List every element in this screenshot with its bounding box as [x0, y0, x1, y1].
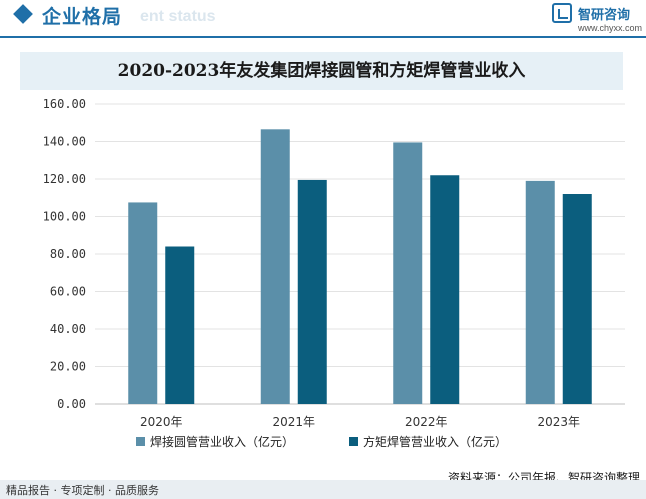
section-subtitle: ent status: [140, 8, 216, 25]
y-tick-label: 60.00: [50, 285, 86, 299]
chart-title: 2020-2023年友发集团焊接圆管和方矩焊管营业收入: [117, 61, 526, 81]
y-tick-label: 160.00: [43, 97, 86, 111]
x-category-label: 2021年: [272, 415, 315, 429]
header-divider: [0, 36, 646, 38]
logo-icon: [552, 3, 572, 23]
bar-square-pipe: [165, 246, 195, 404]
y-tick-label: 100.00: [43, 210, 86, 224]
page-footer: 精品报告 · 专项定制 · 品质服务: [0, 480, 646, 499]
legend-swatch-square-pipe: [349, 437, 358, 446]
chart-legend: 焊接圆管营业收入（亿元） 方矩焊管营业收入（亿元）: [0, 432, 646, 452]
bar-round-pipe: [525, 180, 555, 404]
bar-square-pipe: [297, 179, 327, 404]
brand-url: www.chyxx.com: [578, 23, 643, 33]
brand-name: 智研咨询: [578, 8, 631, 23]
y-tick-label: 140.00: [43, 135, 86, 149]
brand-logo: 智研咨询 www.chyxx.com: [552, 3, 642, 35]
legend-label-round-pipe: 焊接圆管营业收入（亿元）: [150, 435, 295, 449]
y-tick-label: 40.00: [50, 322, 86, 336]
x-category-label: 2022年: [405, 415, 448, 429]
section-title: 企业格局: [42, 6, 123, 28]
x-category-label: 2020年: [140, 415, 183, 429]
legend-label-square-pipe: 方矩焊管营业收入（亿元）: [363, 435, 508, 449]
legend-swatch-round-pipe: [136, 437, 145, 446]
bar-round-pipe: [128, 202, 158, 404]
bar-round-pipe: [393, 142, 423, 404]
y-tick-label: 120.00: [43, 172, 86, 186]
y-tick-label: 80.00: [50, 247, 86, 261]
page-header: 企业格局 ent status 智研咨询 www.chyxx.com: [0, 0, 646, 36]
bar-square-pipe: [562, 194, 592, 404]
y-tick-label: 0.00: [57, 397, 86, 411]
footer-slogan: 精品报告 · 专项定制 · 品质服务: [6, 484, 159, 497]
bar-square-pipe: [430, 175, 460, 404]
bar-round-pipe: [260, 129, 290, 404]
bar-chart: 0.00 20.00 40.00 60.00 80.00 100.00 120.00 140.…: [43, 97, 625, 429]
y-tick-label: 20.00: [50, 360, 86, 374]
x-category-label: 2023年: [537, 415, 580, 429]
chart-title-band: 2020-2023年友发集团焊接圆管和方矩焊管营业收入: [20, 52, 623, 90]
